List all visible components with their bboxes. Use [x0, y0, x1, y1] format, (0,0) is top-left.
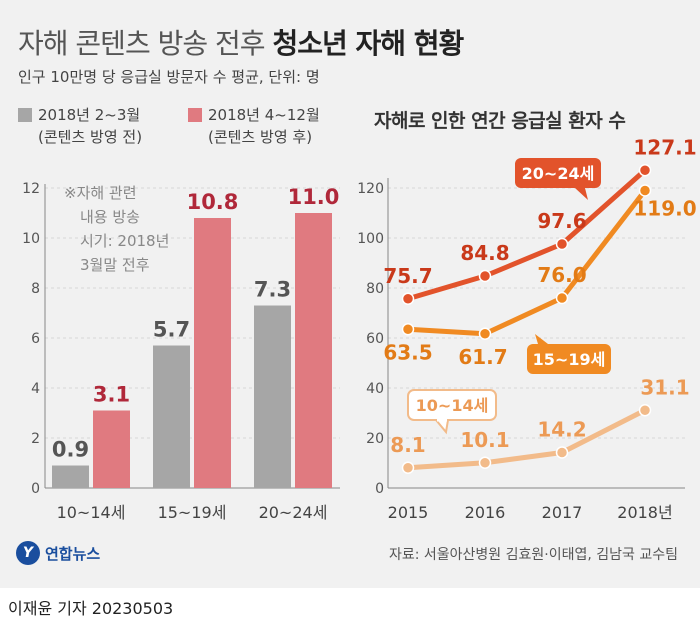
line-ytick-label: 0	[375, 481, 384, 497]
series-callout-label: 20~24세	[522, 164, 595, 183]
line-x-label: 2016	[465, 503, 506, 522]
line-value-label: 31.1	[640, 375, 689, 399]
bottom-strip	[0, 588, 700, 622]
line-point	[638, 164, 652, 177]
bar-after	[295, 213, 332, 488]
line-point	[401, 292, 415, 305]
legend-item-after: 2018년 4~12월 (콘텐츠 방영 후)	[188, 104, 320, 148]
legend-item-before: 2018년 2~3월 (콘텐츠 방영 전)	[18, 104, 142, 148]
bar-ytick-label: 4	[31, 381, 40, 397]
series-callout-label: 15~19세	[533, 350, 606, 369]
line-point	[401, 323, 415, 336]
legend-text-before: 2018년 2~3월 (콘텐츠 방영 전)	[38, 104, 142, 148]
subtitle: 인구 10만명 당 응급실 방문자 수 평균, 단위: 명	[18, 68, 320, 86]
line-value-label: 14.2	[537, 418, 586, 442]
page-title: 자해 콘텐츠 방송 전후 청소년 자해 현황	[18, 22, 464, 62]
note-text-line: 3월말 전후	[80, 256, 150, 274]
bar-after	[194, 218, 231, 488]
line-value-label: 10.1	[460, 428, 509, 452]
bar-ytick-label: 0	[31, 481, 40, 497]
line-point	[638, 184, 652, 197]
note-text-line: 내용 방송	[80, 208, 140, 226]
bar-value-label: 3.1	[93, 383, 130, 407]
legend-after-line1: 2018년 4~12월	[208, 106, 320, 124]
line-value-label: 119.0	[633, 197, 696, 221]
title-light: 자해 콘텐츠 방송 전후	[18, 27, 266, 60]
line-value-label: 76.0	[537, 263, 586, 287]
bar-ytick-label: 8	[31, 281, 40, 297]
line-x-label: 2015	[388, 503, 429, 522]
bar-category-label: 10~14세	[57, 503, 126, 522]
series-callout-tail	[433, 419, 450, 435]
series-callout-tail	[575, 188, 588, 200]
line-value-label: 75.7	[383, 264, 432, 288]
line-point	[478, 456, 492, 469]
line-point	[401, 461, 415, 474]
bar-ytick-label: 10	[22, 231, 40, 247]
bar-ytick-label: 6	[31, 331, 40, 347]
bar-category-label: 20~24세	[259, 503, 328, 522]
legend-swatch-before	[18, 108, 32, 122]
series-callout-tail	[535, 334, 548, 344]
title-bold: 청소년 자해 현황	[272, 27, 464, 60]
bar-value-label: 11.0	[288, 185, 340, 209]
line-chart-title: 자해로 인한 연간 응급실 환자 수	[374, 110, 626, 132]
legend-swatch-after	[188, 108, 202, 122]
line-value-label: 97.6	[537, 209, 586, 233]
line-series-2	[405, 407, 648, 471]
legend-before-line1: 2018년 2~3월	[38, 106, 141, 124]
bar-ytick-label: 2	[31, 431, 40, 447]
line-point	[478, 269, 492, 283]
bar-before	[52, 465, 89, 488]
line-point	[555, 291, 569, 305]
line-value-label: 8.1	[390, 433, 425, 457]
line-point	[555, 237, 569, 251]
bar-value-label: 5.7	[153, 318, 190, 342]
bar-value-label: 0.9	[52, 438, 89, 462]
bar-value-label: 7.3	[254, 278, 291, 302]
infographic-card	[0, 0, 700, 588]
byline: 이재윤 기자 20230503	[8, 599, 174, 618]
source-text: 자료: 서울아산병원 김효원·이태엽, 김남국 교수팀	[388, 547, 678, 563]
bar-before	[254, 305, 291, 488]
line-ytick-label: 40	[366, 381, 384, 397]
line-point	[478, 327, 492, 340]
series-callout-box	[527, 344, 611, 374]
bar-value-label: 10.8	[187, 190, 239, 214]
yonhap-logo-text: 연합뉴스	[45, 544, 101, 563]
line-value-label: 61.7	[458, 345, 507, 369]
line-series-0	[405, 167, 648, 302]
bar-after	[93, 410, 130, 488]
line-value-label: 84.8	[460, 241, 509, 265]
line-series-1	[405, 188, 648, 337]
note-text-line: 시기: 2018년	[80, 232, 169, 250]
yonhap-logo: Y 연합뉴스	[16, 541, 100, 565]
line-x-label: 2017	[542, 503, 583, 522]
series-callout-box	[407, 389, 497, 421]
bar-ytick-label: 12	[22, 181, 40, 197]
line-ytick-label: 100	[357, 231, 384, 247]
line-point	[555, 446, 569, 459]
legend-text-after: 2018년 4~12월 (콘텐츠 방영 후)	[208, 104, 320, 148]
line-x-label: 2018년	[617, 503, 672, 522]
series-callout-label: 10~14세	[416, 396, 489, 415]
line-point	[638, 404, 652, 417]
bar-category-label: 15~19세	[158, 503, 227, 522]
note-text-line: ※자해 관련	[64, 184, 137, 202]
line-ytick-label: 120	[357, 181, 384, 197]
yonhap-logo-icon: Y	[16, 541, 40, 565]
line-ytick-label: 80	[366, 281, 384, 297]
series-callout-box	[515, 158, 601, 188]
line-value-label: 127.1	[633, 135, 696, 159]
line-ytick-label: 60	[366, 331, 384, 347]
line-value-label: 63.5	[383, 340, 432, 364]
legend-before-line2: (콘텐츠 방영 전)	[38, 128, 143, 146]
line-ytick-label: 20	[366, 431, 384, 447]
bar-before	[153, 345, 190, 488]
legend-after-line2: (콘텐츠 방영 후)	[208, 128, 313, 146]
